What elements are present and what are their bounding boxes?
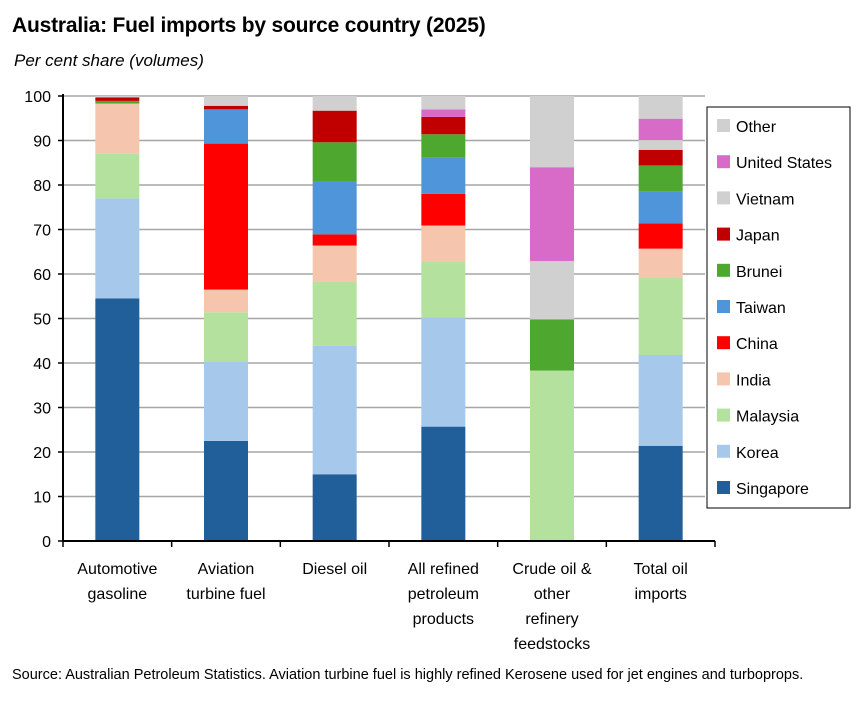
bar-segment-other xyxy=(638,96,683,119)
bar-segment-japan xyxy=(312,110,357,143)
bar-segment-japan xyxy=(638,149,683,166)
y-tick-label: 0 xyxy=(42,534,51,551)
legend-swatch xyxy=(717,300,730,313)
bar-segment-india xyxy=(204,289,248,313)
bar-segment-brunei xyxy=(95,100,140,104)
y-tick-label: 70 xyxy=(33,223,51,240)
bar-segment-india xyxy=(421,225,466,262)
bar-segment-malaysia xyxy=(95,153,140,199)
legend-label: Taiwan xyxy=(736,300,786,317)
bar-segment-india xyxy=(95,103,140,154)
legend-swatch xyxy=(717,263,730,277)
bar-segment-united-states xyxy=(421,109,466,117)
legend-label: China xyxy=(736,336,778,353)
bar-segment-brunei xyxy=(530,319,574,371)
legend-label: Other xyxy=(736,119,777,136)
bar-segment-japan xyxy=(204,105,248,110)
legend-label: United States xyxy=(736,155,832,172)
legend-swatch xyxy=(717,372,730,386)
x-category-label: All refined petroleum products xyxy=(408,561,479,628)
x-category-label: Diesel oil xyxy=(302,561,367,578)
bar-segment-singapore xyxy=(204,440,248,541)
bar-segment-china xyxy=(204,143,248,290)
legend-label: Malaysia xyxy=(736,409,799,426)
bar-segment-vietnam xyxy=(530,261,574,320)
bar-segment-korea xyxy=(204,361,248,441)
bar-segment-united-states xyxy=(638,118,683,141)
bar-segment-malaysia xyxy=(638,278,683,355)
legend-label: Brunei xyxy=(736,264,782,281)
legend-swatch xyxy=(717,155,730,169)
bar-segment-taiwan xyxy=(421,157,466,194)
bar-segment-china xyxy=(638,223,683,249)
bar-segment-singapore xyxy=(421,426,466,541)
y-tick-label: 80 xyxy=(33,178,51,195)
legend-swatch xyxy=(717,227,730,241)
bar-segment-united-states xyxy=(530,167,574,262)
chart-title: Australia: Fuel imports by source countr… xyxy=(12,14,486,37)
bar-segment-japan xyxy=(421,116,466,135)
bar-segment-taiwan xyxy=(638,191,683,224)
bar-segment-brunei xyxy=(638,165,683,192)
y-tick-label: 40 xyxy=(33,356,51,373)
source-note: Source: Australian Petroleum Statistics.… xyxy=(12,667,804,683)
bar-segment-taiwan xyxy=(312,180,357,235)
bar-segment-taiwan xyxy=(204,109,248,144)
bar-segment-other xyxy=(530,96,574,168)
y-tick-label: 90 xyxy=(33,134,51,151)
bar-segment-japan xyxy=(95,97,140,101)
bar-segment-korea xyxy=(312,345,357,475)
bar-segment-brunei xyxy=(312,142,357,181)
bar-segment-india xyxy=(638,248,683,279)
bar-segment-korea xyxy=(421,317,466,427)
bar-segment-malaysia xyxy=(204,312,248,362)
bar-segment-china xyxy=(312,234,357,246)
legend-label: Vietnam xyxy=(736,191,794,208)
legend-swatch xyxy=(717,336,730,350)
y-tick-label: 10 xyxy=(33,490,51,507)
bar-segment-singapore xyxy=(312,474,357,541)
bar-segment-other xyxy=(95,96,140,98)
bar-segment-india xyxy=(312,245,357,282)
bar-segment-malaysia xyxy=(421,261,466,318)
bar-segment-vietnam xyxy=(638,140,683,150)
legend-label: Singapore xyxy=(736,481,809,498)
bar-segment-other xyxy=(204,96,248,106)
legend-box xyxy=(706,106,851,509)
x-category-label: Aviation turbine fuel xyxy=(186,561,265,603)
bar-segment-other xyxy=(421,96,466,110)
legend-swatch xyxy=(717,408,730,422)
bar-segment-china xyxy=(421,193,466,226)
bar-segment-korea xyxy=(638,354,683,446)
y-tick-label: 100 xyxy=(24,89,51,106)
y-tick-label: 30 xyxy=(33,401,51,418)
x-category-label: Automotive gasoline xyxy=(77,561,157,603)
bar-segment-malaysia xyxy=(312,281,357,346)
bar-segment-singapore xyxy=(638,445,683,541)
legend-swatch xyxy=(717,481,730,494)
y-tick-label: 60 xyxy=(33,267,51,284)
bar-segment-singapore xyxy=(95,298,140,541)
bar-segment-malaysia xyxy=(530,370,574,541)
y-tick-label: 20 xyxy=(33,445,51,462)
legend-swatch xyxy=(717,191,730,205)
x-category-label: Crude oil & other refinery feedstocks xyxy=(512,561,591,653)
bar-segment-other xyxy=(312,96,357,111)
legend-swatch xyxy=(717,119,730,132)
y-tick-label: 50 xyxy=(33,312,51,329)
bar-segment-brunei xyxy=(421,134,466,158)
bar-segment-korea xyxy=(95,198,140,299)
legend-label: Japan xyxy=(736,228,780,245)
legend-label: Korea xyxy=(736,445,779,462)
chart-subtitle: Per cent share (volumes) xyxy=(14,51,204,70)
x-category-label: Total oil imports xyxy=(634,561,688,603)
legend-label: India xyxy=(736,372,771,389)
legend-swatch xyxy=(717,444,730,458)
stacked-bar-chart: 0 10 20 30 40 50 60 70 80 90 100 Automotive gasoline… xyxy=(24,89,851,653)
